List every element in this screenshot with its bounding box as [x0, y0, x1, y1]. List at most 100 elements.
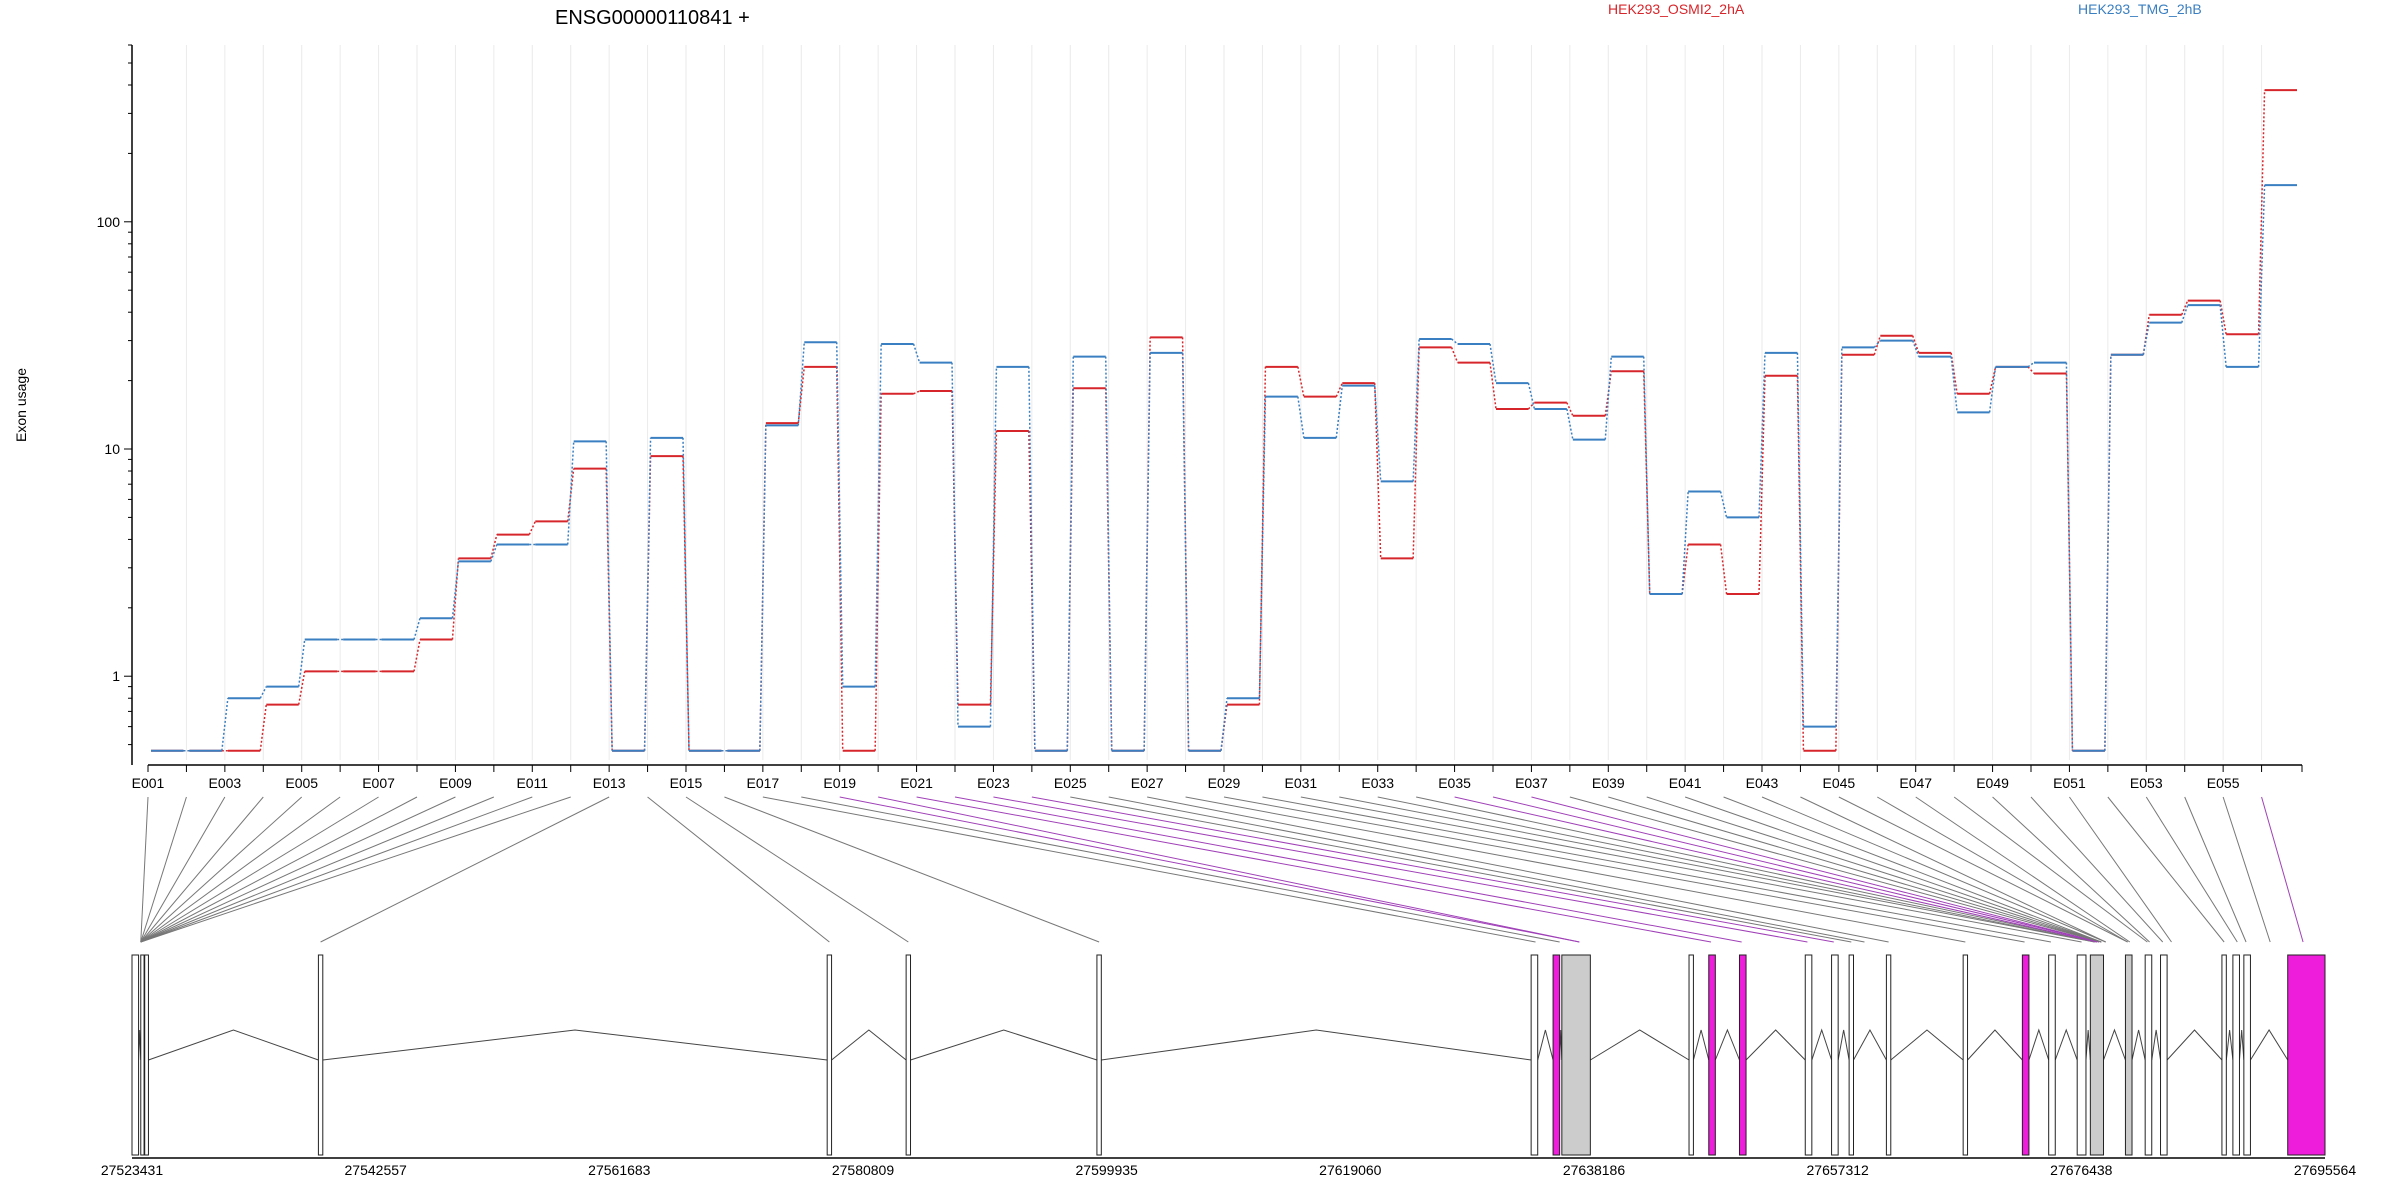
exon-connector	[2107, 796, 2225, 943]
series-connector	[1835, 347, 1843, 727]
exon-connector	[762, 796, 1536, 943]
exon-box	[2221, 954, 2227, 1156]
exon-connector	[140, 796, 149, 943]
y-tick-label: 100	[97, 214, 121, 230]
x-tick-label: E055	[2207, 775, 2240, 791]
exon-connector	[1070, 796, 1852, 943]
series-connector	[1450, 347, 1459, 363]
series-connector	[797, 342, 806, 426]
exon-connector	[140, 796, 226, 943]
series-connector	[912, 343, 921, 363]
exon-connector	[140, 796, 341, 943]
exon-connector	[1339, 796, 2095, 943]
exon-connector	[1262, 796, 2051, 943]
series-lines	[151, 89, 2297, 752]
series-connector	[490, 534, 498, 559]
legend-entry-osmi2: HEK293_OSMI2_2hA	[1608, 1, 1745, 17]
exon-connector	[801, 796, 1560, 943]
series-connector	[2181, 304, 2189, 323]
intron-line	[2250, 1029, 2289, 1061]
series-connector	[1335, 385, 1344, 438]
exon-connector	[916, 796, 1712, 943]
series-connector	[413, 639, 421, 672]
series-connector	[2181, 300, 2189, 316]
series-connector	[1642, 356, 1651, 595]
series-connector	[1489, 343, 1497, 384]
exon-connector	[2184, 796, 2247, 943]
genomic-tick-label: 27561683	[588, 1162, 651, 1178]
series-connector	[1758, 352, 1766, 518]
exon-box	[2089, 954, 2105, 1156]
intron-line	[2054, 1028, 2078, 1061]
series-connector	[605, 441, 613, 751]
exon-connector	[1377, 796, 2095, 943]
series-connector	[2065, 373, 2074, 751]
exon-connector	[1569, 796, 2102, 943]
intron-line	[1890, 1029, 1964, 1061]
exon-connector	[1992, 796, 2150, 943]
x-tick-label: E021	[900, 775, 933, 791]
exon-connector	[685, 796, 909, 943]
exon-connector	[1838, 796, 2128, 943]
legend-entry-tmg: HEK293_TMG_2hB	[2078, 1, 2202, 17]
x-tick-label: E003	[209, 775, 242, 791]
x-tick-label: E041	[1669, 775, 1702, 791]
exon-connector	[1223, 796, 2025, 943]
series-connector	[1066, 356, 1075, 751]
series-connector	[1566, 402, 1574, 417]
exon-connector	[140, 796, 456, 943]
exon-connector	[1300, 796, 2082, 943]
exon-connector	[878, 796, 1580, 943]
series-connector	[1796, 375, 1805, 751]
exon-connector	[1761, 796, 2106, 943]
x-tick-label: E005	[285, 775, 318, 791]
x-tick-label: E035	[1438, 775, 1471, 791]
genomic-tick-label: 27580809	[832, 1162, 895, 1178]
exon-box	[905, 954, 912, 1156]
intron-line	[1537, 1029, 1554, 1061]
exon-box	[140, 954, 145, 1156]
exon-box	[2232, 954, 2240, 1156]
x-tick-label: E001	[132, 775, 165, 791]
genomic-tick-label: 27599935	[1076, 1162, 1139, 1178]
intron-line	[2225, 1029, 2234, 1061]
exon-connector	[1800, 796, 2106, 943]
exon-connector	[2261, 796, 2304, 943]
exon-connector	[1492, 796, 2100, 943]
exon-connector	[1723, 796, 2102, 943]
exon-box	[1708, 954, 1716, 1156]
x-tick-label: E039	[1592, 775, 1625, 791]
exon-box	[1552, 954, 1561, 1156]
series-connector	[1912, 335, 1920, 354]
exon-connector	[140, 796, 264, 943]
exon-connector	[1531, 796, 2100, 943]
exon-connector	[1684, 796, 2102, 943]
genomic-tick-label: 27542557	[345, 1162, 408, 1178]
series-connector	[1758, 375, 1766, 595]
intron-line	[2238, 1029, 2245, 1061]
series-connector	[913, 390, 920, 395]
exon-box	[1096, 954, 1102, 1156]
series-connector	[682, 437, 690, 751]
genomic-tick-label: 27657312	[1807, 1162, 1870, 1178]
y-tick-label: 10	[104, 441, 120, 457]
exon-box	[2160, 954, 2168, 1156]
series-connector	[682, 456, 690, 751]
x-tick-label: E037	[1515, 775, 1548, 791]
intron-line	[1837, 1029, 1850, 1061]
x-tick-label: E053	[2130, 775, 2163, 791]
exon-connector	[2030, 796, 2164, 943]
series-1	[151, 184, 2297, 752]
exon-box	[1885, 954, 1892, 1156]
x-tick-label: E019	[823, 775, 856, 791]
exon-box	[1804, 954, 1813, 1156]
series-connector	[1873, 335, 1882, 355]
series-connector	[1028, 430, 1036, 751]
x-tick-label: E045	[1823, 775, 1856, 791]
exon-box	[1561, 954, 1591, 1156]
series-connector	[1527, 402, 1535, 410]
exon-box	[2124, 954, 2133, 1156]
series-connector	[1220, 698, 1228, 751]
series-connector	[874, 343, 882, 687]
series-connector	[528, 521, 536, 535]
